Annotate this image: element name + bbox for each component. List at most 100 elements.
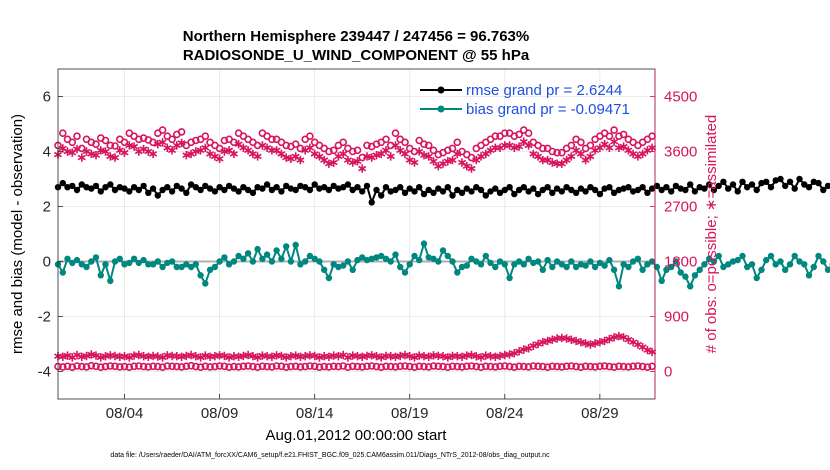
data-point bbox=[216, 184, 223, 191]
obs-assimilated-marker bbox=[472, 352, 481, 361]
x-tick-label: 08/09 bbox=[201, 405, 239, 422]
data-point bbox=[634, 186, 642, 194]
data-point bbox=[435, 258, 442, 265]
data-point bbox=[164, 259, 171, 267]
data-point bbox=[416, 256, 423, 264]
obs-possible-marker bbox=[496, 362, 504, 371]
data-point bbox=[515, 186, 523, 194]
obs-possible-marker bbox=[529, 362, 538, 370]
x-tick-label: 08/19 bbox=[391, 405, 429, 422]
obs-assimilated-marker bbox=[96, 146, 105, 155]
data-point bbox=[625, 184, 632, 191]
data-point bbox=[767, 252, 775, 260]
data-point bbox=[805, 184, 813, 191]
obs-possible-marker bbox=[135, 135, 143, 144]
data-point bbox=[344, 181, 352, 188]
obs-possible-marker bbox=[434, 362, 443, 371]
data-point bbox=[316, 185, 323, 192]
obs-assimilated-marker bbox=[315, 152, 324, 161]
obs-assimilated-marker bbox=[415, 147, 424, 156]
obs-assimilated-marker bbox=[534, 152, 543, 161]
data-point bbox=[397, 263, 404, 271]
data-point bbox=[216, 258, 223, 265]
data-point bbox=[126, 188, 133, 195]
obs-possible-marker bbox=[643, 363, 652, 372]
data-point bbox=[525, 188, 532, 195]
data-point bbox=[330, 182, 337, 190]
data-point bbox=[701, 261, 708, 268]
data-point bbox=[244, 186, 252, 194]
chart-title: Northern Hemisphere 239447 / 247456 = 96… bbox=[183, 28, 529, 45]
data-point bbox=[668, 263, 675, 271]
data-point bbox=[482, 192, 489, 199]
obs-possible-marker bbox=[125, 363, 134, 372]
obs-possible-marker bbox=[111, 142, 119, 150]
obs-possible-marker bbox=[154, 362, 162, 371]
data-point bbox=[482, 252, 489, 260]
data-point bbox=[744, 184, 751, 191]
data-point bbox=[596, 190, 604, 198]
obs-possible-marker bbox=[553, 148, 561, 157]
obs-possible-marker bbox=[615, 362, 623, 371]
y-tick-label-right: 900 bbox=[664, 309, 689, 326]
y-tick-label-left: 2 bbox=[43, 199, 51, 216]
obs-possible-marker bbox=[424, 141, 433, 150]
x-axis-label: Aug.01,2012 00:00:00 start bbox=[266, 427, 448, 444]
obs-possible-marker bbox=[467, 362, 476, 370]
obs-assimilated-marker bbox=[196, 353, 205, 362]
legend-marker bbox=[437, 86, 445, 94]
obs-possible-marker bbox=[306, 132, 314, 140]
data-point bbox=[824, 266, 830, 273]
data-point bbox=[73, 186, 81, 194]
data-point bbox=[306, 252, 314, 260]
obs-assimilated-marker bbox=[410, 158, 419, 167]
data-point bbox=[78, 261, 86, 268]
obs-assimilated-marker bbox=[424, 152, 433, 161]
data-point bbox=[268, 258, 276, 265]
data-point bbox=[810, 263, 817, 271]
obs-assimilated-marker bbox=[643, 345, 652, 355]
data-point bbox=[140, 182, 147, 190]
data-point bbox=[553, 185, 561, 192]
data-point bbox=[587, 184, 594, 191]
data-point bbox=[791, 252, 798, 260]
obs-assimilated-marker bbox=[134, 350, 143, 360]
obs-assimilated-marker bbox=[586, 340, 595, 349]
obs-assimilated-marker bbox=[201, 351, 210, 360]
data-point bbox=[558, 188, 565, 195]
data-point bbox=[763, 256, 770, 264]
obs-possible-marker bbox=[543, 363, 552, 372]
obs-assimilated-marker bbox=[405, 352, 414, 361]
obs-possible-marker bbox=[253, 363, 262, 372]
obs-possible-marker bbox=[405, 362, 414, 371]
obs-possible-marker bbox=[443, 363, 452, 372]
data-point bbox=[549, 263, 556, 271]
data-point bbox=[496, 189, 504, 196]
obs-assimilated-marker bbox=[310, 351, 319, 361]
obs-possible-marker bbox=[605, 132, 614, 140]
obs-assimilated-marker bbox=[605, 334, 614, 344]
obs-assimilated-marker bbox=[519, 137, 528, 146]
obs-assimilated-marker bbox=[324, 352, 333, 361]
data-point bbox=[639, 266, 646, 273]
y-axis-label-left: rmse and bias (model - observation) bbox=[9, 114, 26, 354]
obs-assimilated-marker bbox=[101, 147, 110, 156]
data-point bbox=[321, 184, 328, 191]
data-point bbox=[454, 269, 461, 276]
data-point bbox=[273, 184, 280, 191]
obs-assimilated-marker bbox=[381, 146, 390, 155]
data-point bbox=[435, 185, 442, 192]
data-point bbox=[325, 186, 333, 194]
data-point bbox=[254, 184, 261, 191]
obs-assimilated-marker bbox=[438, 352, 448, 361]
data-point bbox=[610, 266, 618, 273]
obs-assimilated-marker bbox=[400, 350, 409, 360]
data-point bbox=[297, 261, 304, 268]
data-point bbox=[658, 277, 665, 284]
data-point bbox=[610, 189, 618, 196]
obs-possible-marker bbox=[158, 363, 167, 372]
data-point bbox=[349, 186, 356, 194]
data-point bbox=[629, 188, 637, 195]
data-point bbox=[259, 185, 266, 192]
data-point bbox=[406, 185, 413, 192]
